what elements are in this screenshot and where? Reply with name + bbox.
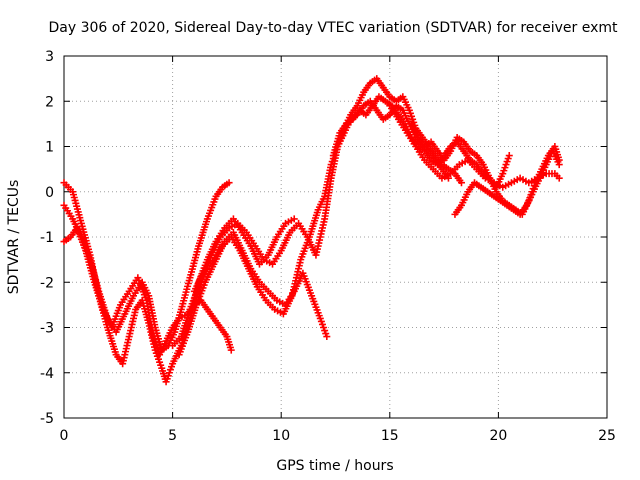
x-tick-label: 20 bbox=[489, 428, 507, 444]
data-point-marker bbox=[225, 179, 233, 187]
x-axis-label: GPS time / hours bbox=[276, 458, 393, 474]
x-tick-label: 5 bbox=[168, 428, 177, 444]
y-tick-label: -2 bbox=[40, 275, 54, 291]
data-point-marker bbox=[505, 152, 513, 160]
chart-title: Day 306 of 2020, Sidereal Day-to-day VTE… bbox=[49, 20, 619, 36]
x-tick-label: 15 bbox=[381, 428, 399, 444]
y-tick-label: 2 bbox=[45, 94, 54, 110]
x-tick-label: 10 bbox=[272, 428, 290, 444]
data-point-marker bbox=[555, 156, 563, 164]
y-axis-label: SDTVAR / TECUs bbox=[6, 180, 22, 295]
y-tick-label: 3 bbox=[45, 49, 54, 65]
y-tick-label: -1 bbox=[40, 230, 54, 246]
y-tick-label: 0 bbox=[45, 185, 54, 201]
y-tick-label: 1 bbox=[45, 140, 54, 156]
y-axis-ticks: -5 -4 -3 -2 -1 0 1 2 3 bbox=[40, 49, 607, 427]
data-point-marker bbox=[290, 215, 298, 223]
y-tick-label: -5 bbox=[40, 411, 54, 427]
y-tick-label: -4 bbox=[40, 366, 54, 382]
y-tick-label: -3 bbox=[40, 321, 54, 337]
data-series bbox=[60, 75, 563, 386]
x-tick-label: 0 bbox=[60, 428, 69, 444]
data-point-marker bbox=[555, 174, 563, 182]
x-axis-ticks: 0 5 10 15 20 25 bbox=[60, 56, 616, 444]
data-point-marker bbox=[227, 346, 235, 354]
x-tick-label: 25 bbox=[598, 428, 616, 444]
data-point-marker bbox=[457, 179, 465, 187]
data-point-marker bbox=[323, 333, 331, 341]
series-track-10 bbox=[408, 120, 563, 218]
